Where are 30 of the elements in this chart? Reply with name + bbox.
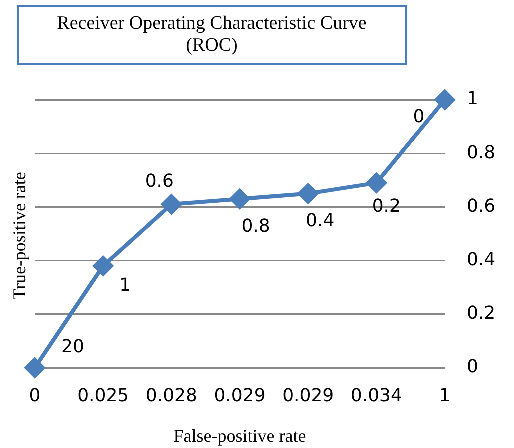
y-tick-label: 0.4 bbox=[467, 249, 496, 270]
point bbox=[162, 194, 182, 215]
chart-title: Receiver Operating Characteristic Curve (ROC) bbox=[17, 5, 407, 65]
annotation: 0.2 bbox=[372, 196, 401, 217]
annotation: 20 bbox=[62, 336, 84, 358]
point bbox=[366, 173, 387, 194]
y-tick-label: 0.8 bbox=[467, 142, 496, 164]
annotation: 0.4 bbox=[306, 210, 335, 232]
y-tick-label: 1 bbox=[467, 88, 478, 110]
y-tick-label: 0.2 bbox=[467, 303, 496, 324]
x-tick-label: 0.029 bbox=[214, 385, 266, 406]
x-tick-label: 0 bbox=[29, 385, 41, 406]
annotation: 0 bbox=[413, 106, 425, 128]
annotation: 0.8 bbox=[242, 216, 270, 237]
x-axis-title: False-positive rate bbox=[174, 426, 306, 446]
x-tick-label: 0.034 bbox=[350, 385, 402, 406]
x-tick-label: 1 bbox=[439, 385, 451, 406]
annotation: 0.6 bbox=[145, 171, 174, 192]
point bbox=[93, 256, 114, 276]
point bbox=[230, 189, 250, 210]
y-tick-label: 0.6 bbox=[467, 196, 496, 217]
x-tick-label: 0.025 bbox=[78, 385, 130, 406]
point bbox=[25, 358, 45, 378]
x-tick-label: 0.028 bbox=[146, 385, 198, 406]
point bbox=[298, 184, 318, 204]
y-axis-title: True-positive rate bbox=[10, 172, 30, 300]
y-tick-label: 0 bbox=[467, 356, 478, 378]
annotation: 1 bbox=[120, 274, 132, 296]
x-tick-label: 0.029 bbox=[282, 385, 334, 406]
point bbox=[435, 90, 455, 110]
